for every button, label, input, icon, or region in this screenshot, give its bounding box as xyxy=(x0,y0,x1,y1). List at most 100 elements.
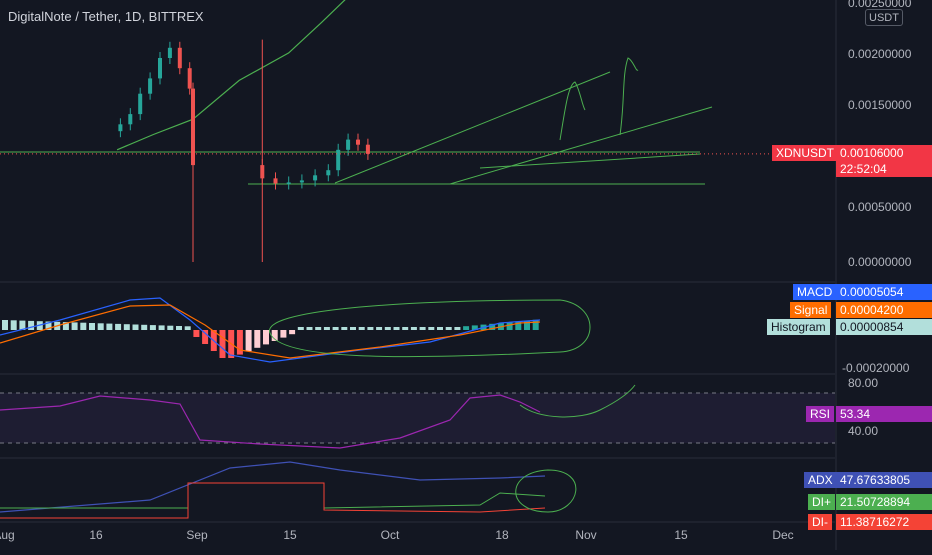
price-tick: 0.00200000 xyxy=(848,47,912,61)
macd-histogram-bar xyxy=(202,330,209,344)
macd-lower-tick: -0.00020000 xyxy=(842,361,910,375)
histogram-value: 0.00000854 xyxy=(836,319,932,335)
currency-button[interactable]: USDT xyxy=(865,9,903,26)
candle-body xyxy=(128,114,133,125)
macd-histogram-bar xyxy=(184,326,191,330)
price-tick: 0.00000000 xyxy=(848,255,912,269)
date-label: Sep xyxy=(186,528,208,542)
candle-body xyxy=(118,124,123,132)
price-tick: 0.00250000 xyxy=(848,0,912,10)
candle-body xyxy=(138,93,143,115)
macd-histogram-bar xyxy=(358,327,365,330)
rsi-line xyxy=(0,394,541,449)
macd-histogram-bar xyxy=(297,327,304,330)
macd-histogram-bar xyxy=(219,330,226,358)
candle-body xyxy=(158,58,162,79)
candle-body xyxy=(356,139,360,145)
macd-histogram-bar xyxy=(45,321,52,330)
di-plus-line xyxy=(0,482,546,509)
candle-body xyxy=(299,180,304,183)
adx-value: 47.67633805 xyxy=(836,472,932,488)
macd-histogram-bar xyxy=(471,325,478,330)
macd-histogram-bar xyxy=(123,324,130,330)
macd-histogram-bar xyxy=(463,326,470,330)
macd-histogram-bar xyxy=(115,323,122,330)
histogram-label: Histogram xyxy=(767,319,830,335)
adx-label: ADX xyxy=(804,472,837,488)
candle-body xyxy=(286,182,291,184)
macd-histogram-bar xyxy=(428,327,435,330)
hand-drawn-circle xyxy=(269,299,591,358)
macd-histogram-bar xyxy=(410,327,417,330)
macd-histogram-bar xyxy=(158,325,165,330)
macd-histogram-bar xyxy=(254,330,261,348)
macd-histogram-bar xyxy=(89,323,95,330)
macd-histogram-bar xyxy=(306,327,313,330)
date-label: Dec xyxy=(772,528,794,542)
macd-histogram-bar xyxy=(193,330,200,337)
date-label: 15 xyxy=(674,528,688,542)
price-tick: 0.00150000 xyxy=(848,98,912,112)
macd-histogram-bar xyxy=(315,327,322,330)
candle-body xyxy=(326,170,331,176)
date-label: 15 xyxy=(283,528,297,542)
macd-histogram-bar xyxy=(332,327,339,330)
macd-histogram-bar xyxy=(376,327,383,330)
diplus-value: 21.50728894 xyxy=(836,494,932,510)
macd-histogram-bar xyxy=(19,320,26,330)
macd-histogram-bar xyxy=(132,324,139,330)
macd-histogram-bar xyxy=(393,327,400,330)
macd-histogram-bar xyxy=(341,327,348,330)
candle-body xyxy=(336,149,341,171)
candle-body xyxy=(346,139,351,150)
di-minus-line xyxy=(0,482,546,519)
rsi-label: RSI xyxy=(806,406,835,422)
macd-histogram-bar xyxy=(2,320,8,330)
macd-histogram-bar xyxy=(106,323,113,330)
date-label: 16 xyxy=(89,528,103,542)
candle-body xyxy=(273,178,278,184)
last-price-value: 0.00106000 xyxy=(836,145,932,161)
candle-body xyxy=(148,78,153,94)
date-label: 18 xyxy=(495,528,509,542)
macd-histogram-bar xyxy=(350,327,356,330)
macd-histogram-bar xyxy=(515,321,522,330)
rsi-upper-band-label: 80.00 xyxy=(848,376,879,390)
macd-histogram-bar xyxy=(71,322,78,330)
trend-line xyxy=(334,71,611,184)
macd-histogram-bar xyxy=(445,327,452,330)
macd-histogram-bar xyxy=(437,327,443,330)
macd-histogram-bar xyxy=(28,320,35,330)
macd-histogram-bar xyxy=(97,323,104,330)
macd-histogram-bar xyxy=(402,327,409,330)
date-label: Aug xyxy=(0,528,15,542)
date-label: Oct xyxy=(380,528,400,542)
macd-histogram-bar xyxy=(80,322,87,330)
macd-histogram-bar xyxy=(167,325,174,330)
candle-body xyxy=(177,47,182,69)
macd-histogram-bar xyxy=(384,327,391,330)
macd-histogram-bar xyxy=(506,322,513,330)
macd-histogram-bar xyxy=(323,327,330,330)
macd-histogram-bar xyxy=(236,330,243,355)
symbol-price-label: XDNUSDT xyxy=(772,145,839,161)
hand-drawn-circle xyxy=(515,469,577,513)
macd-histogram-bar xyxy=(141,324,148,330)
symbol-title[interactable]: DigitalNote / Tether, 1D, BITTREX xyxy=(8,9,204,24)
macd-histogram-bar xyxy=(10,320,17,330)
macd-histogram-bar xyxy=(263,330,269,345)
macd-histogram-bar xyxy=(367,327,374,330)
candle-body xyxy=(313,175,318,181)
macd-histogram-bar xyxy=(62,322,69,330)
hand-drawn-arrow xyxy=(559,81,586,141)
macd-histogram-bar xyxy=(271,330,278,341)
macd-histogram-bar xyxy=(245,330,252,352)
macd-histogram-bar xyxy=(532,319,539,330)
macd-histogram-bar xyxy=(524,320,530,330)
hand-drawn-arrow xyxy=(519,384,636,418)
candle-body xyxy=(187,68,192,89)
rsi-band-fill xyxy=(0,393,835,443)
candle-body xyxy=(365,144,370,154)
